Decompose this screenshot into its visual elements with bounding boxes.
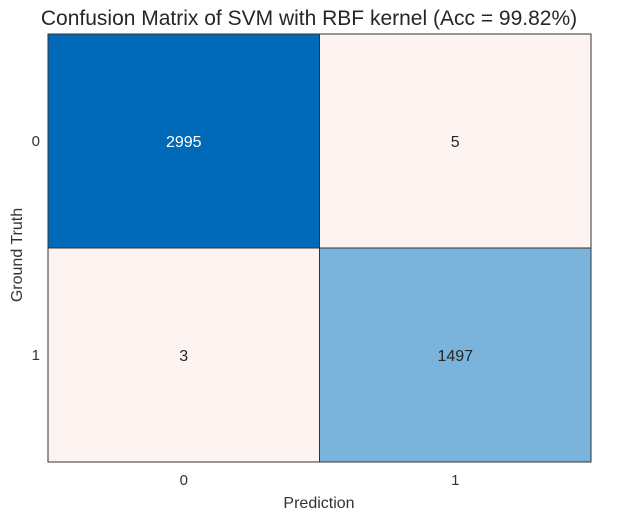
heatmap-cell-0-0 bbox=[47, 33, 320, 249]
heatmap-cell-1-1 bbox=[319, 247, 592, 463]
cell-value-label-1-0: 3 bbox=[179, 348, 188, 365]
heatmap-cell-1-0 bbox=[47, 247, 320, 463]
cell-value-label-0-1: 5 bbox=[451, 134, 460, 151]
heatmap-cells bbox=[47, 33, 592, 463]
y-tick-label-1: 1 bbox=[32, 347, 40, 364]
cell-value-label-0-0: 2995 bbox=[166, 134, 202, 151]
x-tick-label-0: 0 bbox=[180, 472, 188, 489]
heatmap-cell-labels: 2995 5 3 1497 bbox=[166, 134, 473, 365]
axis-ticks: 0 1 0 1 bbox=[32, 133, 460, 489]
x-axis-label: Prediction bbox=[283, 495, 354, 512]
cell-value-label-1-1: 1497 bbox=[437, 348, 473, 365]
y-tick-label-0: 0 bbox=[32, 133, 40, 150]
heatmap-cell-0-1 bbox=[319, 33, 592, 249]
chart-title: Confusion Matrix of SVM with RBF kernel … bbox=[41, 7, 577, 30]
y-axis-label: Ground Truth bbox=[9, 208, 26, 302]
x-tick-label-1: 1 bbox=[451, 472, 459, 489]
